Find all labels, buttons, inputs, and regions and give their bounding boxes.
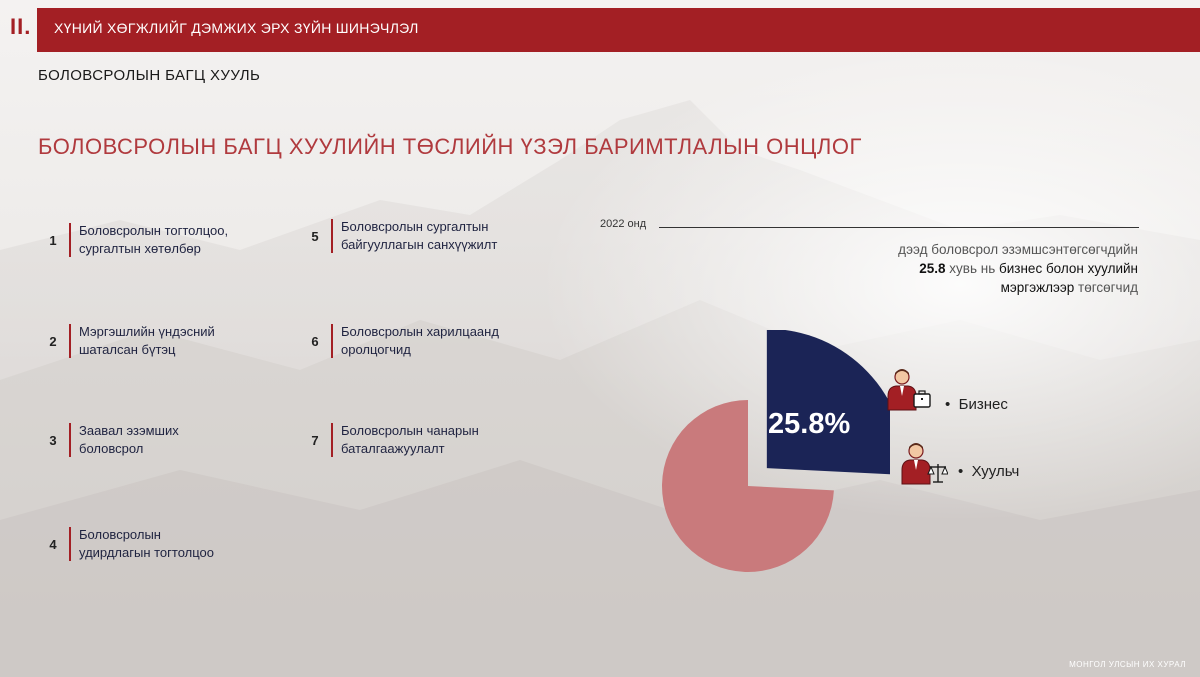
item-number: 1: [49, 232, 57, 248]
year-divider: [659, 227, 1139, 228]
page-subtitle: БОЛОВСРОЛЫН БАГЦ ХУУЛЬ: [38, 67, 261, 84]
item-text: Мэргэшлийн үндэсний шаталсан бүтэц: [79, 324, 215, 357]
list-item: 2 Мэргэшлийн үндэсний шаталсан бүтэц: [46, 323, 215, 359]
pie-slice-highlight: [766, 330, 890, 475]
pie-center-label: 25.8%: [768, 408, 851, 440]
stat-line-2: 25.8 хувь нь бизнес болон хуулийн: [898, 259, 1138, 278]
list-item: 1 Боловсролын тогтолцоо, сургалтын хөтөл…: [46, 222, 228, 258]
stat-line-3-end: төгсөгчид: [1078, 280, 1138, 295]
pie-chart: [662, 330, 890, 572]
header-bar: [37, 8, 1200, 52]
legend-item-business: • Бизнес: [945, 396, 1008, 413]
header-title: ХҮНИЙ ХӨГЖЛИЙГ ДЭМЖИХ ЭРХ ЗҮЙН ШИНЭЧЛЭЛ: [54, 20, 419, 36]
legend-item-lawyer: • Хуульч: [958, 463, 1020, 480]
list-item: 3 Заавал эзэмших боловсрол: [46, 422, 179, 458]
item-text: Боловсролын харилцаанд оролцогчид: [341, 324, 499, 357]
stat-line-2-mid: хувь нь: [949, 261, 996, 276]
item-text: Боловсролын чанарын баталгаажуулалт: [341, 423, 479, 456]
section-number: II.: [10, 14, 32, 39]
item-number: 3: [49, 432, 57, 448]
item-divider: [331, 423, 333, 457]
main-heading: БОЛОВСРОЛЫН БАГЦ ХУУЛИЙН ТӨСЛИЙН ҮЗЭЛ БА…: [38, 134, 862, 159]
item-text: Боловсролын удирдлагын тогтолцоо: [79, 527, 215, 560]
item-divider: [331, 219, 333, 253]
lawyer-icon: [901, 443, 948, 485]
item-text: Заавал эзэмших боловсрол: [79, 423, 179, 456]
stat-line-1: дээд боловсрол эзэмшсэнтөгсөгчдийн: [898, 242, 1138, 257]
stat-description: дээд боловсрол эзэмшсэнтөгсөгчдийн 25.8 …: [898, 240, 1138, 297]
legend-label-business: Бизнес: [958, 396, 1008, 413]
item-number: 5: [311, 228, 319, 244]
item-number: 2: [49, 333, 57, 349]
item-number: 4: [49, 536, 57, 552]
pie-slice-remainder: [662, 400, 834, 572]
footer-logo-text: МОНГОЛ УЛСЫН ИХ ХУРАЛ: [1069, 660, 1186, 669]
list-item: 5 Боловсролын сургалтын байгууллагын сан…: [308, 218, 497, 254]
stat-line-3: мэргэжлээр төгсөгчид: [898, 278, 1138, 297]
item-number: 6: [311, 333, 319, 349]
list-item: 6 Боловсролын харилцаанд оролцогчид: [308, 323, 499, 359]
item-divider: [69, 223, 71, 257]
item-divider: [69, 423, 71, 457]
legend-label-lawyer: Хуульч: [971, 463, 1020, 480]
stat-line-2-end: бизнес болон хуулийн: [999, 261, 1138, 276]
item-text: Боловсролын тогтолцоо, сургалтын хөтөлбө…: [79, 223, 229, 256]
businessman-icon: [887, 369, 931, 411]
stat-value: 25.8: [919, 261, 946, 276]
item-divider: [69, 324, 71, 358]
item-divider: [331, 324, 333, 358]
item-number: 7: [311, 432, 319, 448]
year-label: 2022 онд: [600, 218, 647, 230]
list-item: 4 Боловсролын удирдлагын тогтолцоо: [46, 526, 214, 562]
item-text: Боловсролын сургалтын байгууллагын санхү…: [341, 219, 498, 252]
list-item: 7 Боловсролын чанарын баталгаажуулалт: [308, 422, 479, 458]
item-divider: [69, 527, 71, 561]
stat-line-3-dark: мэргэжлээр: [1000, 280, 1075, 295]
